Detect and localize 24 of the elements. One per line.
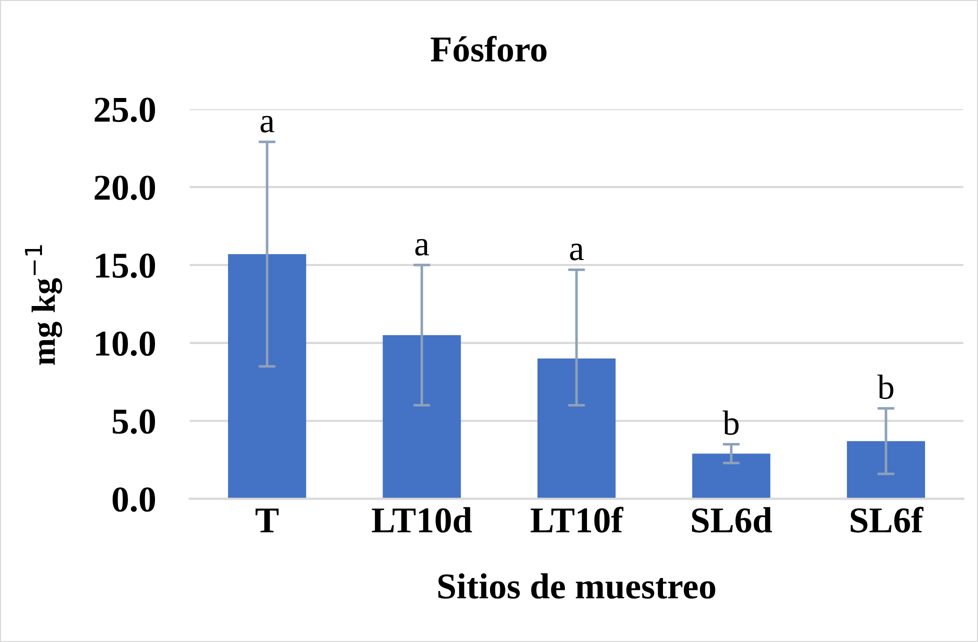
chart-title: Fósforo xyxy=(430,36,546,62)
bar xyxy=(382,335,461,499)
annotation: b xyxy=(877,374,894,400)
annotation: a xyxy=(415,239,430,256)
x-tick-label: SL6d xyxy=(692,507,772,533)
annotation: b xyxy=(722,410,739,435)
bar xyxy=(537,358,616,499)
y-tick-label: 5.0 xyxy=(112,409,156,434)
y-axis-title: mg kg$^{−1}$ xyxy=(24,245,62,365)
y-tick-label: 15.0 xyxy=(96,254,156,278)
bar xyxy=(846,441,926,499)
y-tick-label: 25.0 xyxy=(94,98,156,122)
x-tick-label: LT10d xyxy=(372,507,472,533)
bar xyxy=(692,454,770,499)
annotation: a xyxy=(260,116,274,132)
x-tick-label: LT10f xyxy=(530,506,624,533)
x-axis-title: Sitios de muestreo xyxy=(438,573,716,599)
x-tick-label: T xyxy=(256,508,279,532)
y-tick-label: 10.0 xyxy=(96,331,156,356)
x-tick-label: SL6f xyxy=(850,506,924,533)
annotation: a xyxy=(570,244,584,260)
y-tick-label: 20.0 xyxy=(94,176,156,200)
bar xyxy=(228,254,306,499)
y-tick-label: 0.0 xyxy=(112,487,156,512)
